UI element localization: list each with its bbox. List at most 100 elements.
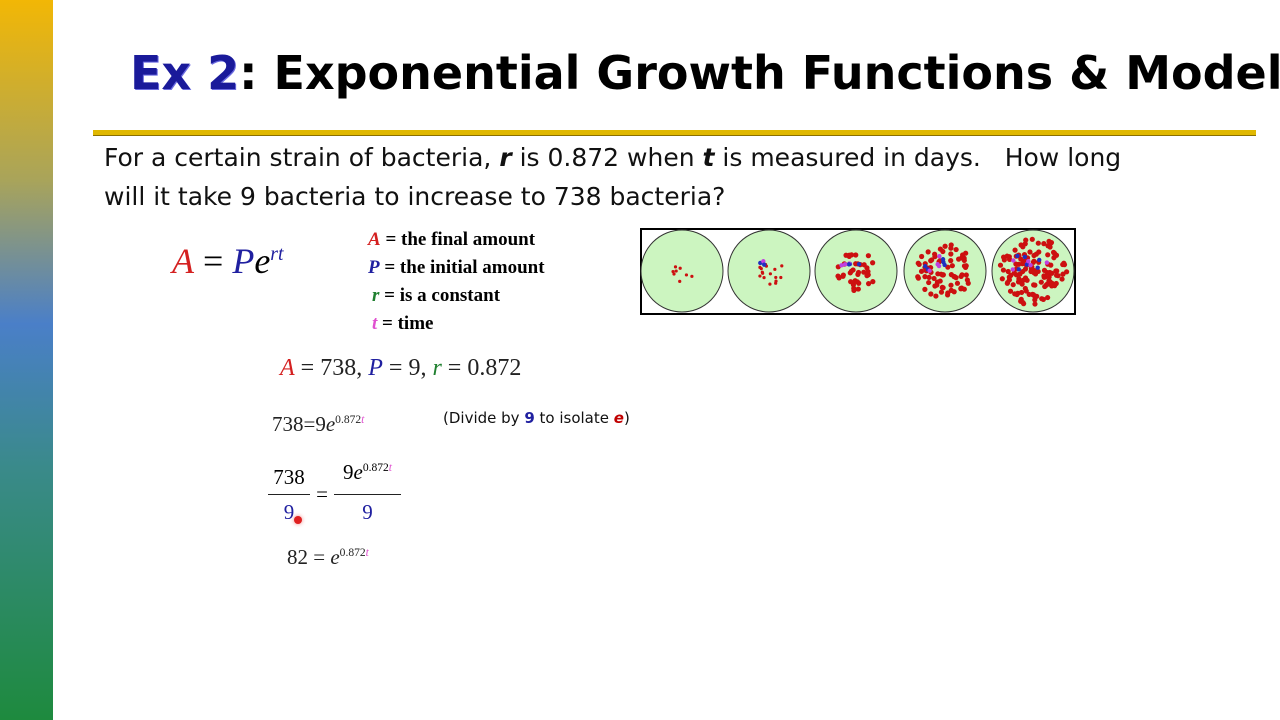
bacterium-alt (940, 257, 946, 262)
bacterium-alt (1035, 265, 1040, 270)
num: 9, (408, 355, 427, 381)
bacterium (1043, 282, 1049, 288)
cursor (294, 516, 302, 524)
bacterium (1046, 274, 1052, 280)
bacterium (963, 250, 969, 256)
bacterium (938, 289, 945, 295)
note: (Divide by 9 to isolate e) (443, 409, 630, 427)
bacterium (1055, 273, 1061, 279)
bacterium-alt (922, 264, 928, 269)
bacterium (1061, 262, 1068, 268)
bacterium (1000, 267, 1007, 273)
bacterium (948, 245, 954, 251)
denominator: 9 (283, 500, 295, 524)
sidebar (0, 0, 53, 720)
bacterium (865, 253, 871, 259)
num: 0.872 (339, 547, 366, 559)
bacterium (1008, 272, 1014, 278)
bacterium (945, 290, 951, 296)
bacterium (1001, 257, 1007, 263)
text: is 0.872 when (511, 143, 703, 172)
num: 0.872 (467, 355, 522, 381)
bacterium-alt (1037, 257, 1042, 263)
var: P (368, 257, 380, 278)
variable: t (702, 143, 715, 172)
bacterium (1023, 237, 1029, 243)
var: e (330, 545, 340, 569)
var: e (325, 412, 336, 436)
bacterium (1030, 292, 1036, 298)
var: A (368, 229, 381, 250)
bacterium (854, 279, 860, 285)
bacterium (915, 274, 921, 280)
title-label: Ex 2 (130, 46, 240, 100)
bacterium-alt (1022, 254, 1027, 260)
bacterium (919, 253, 925, 260)
bacterium (925, 249, 931, 255)
bacterium (1020, 268, 1026, 275)
bacterium (1040, 296, 1046, 302)
var: t (365, 547, 369, 559)
bacterium (774, 279, 778, 283)
bacterium-alt (1016, 267, 1021, 272)
formula: A = Pert (172, 240, 284, 282)
bacterium (915, 260, 921, 266)
bacterium (870, 260, 876, 266)
bacterium (1045, 252, 1051, 258)
bacterium (964, 277, 970, 283)
bacterium (760, 270, 764, 274)
bacterium (918, 268, 925, 274)
bacterium (835, 273, 841, 279)
bacterium (1005, 268, 1011, 275)
var: P (368, 355, 383, 381)
desc: = time (382, 313, 434, 334)
dish (640, 229, 724, 313)
bacterium (1059, 276, 1065, 282)
bacterium (773, 267, 777, 271)
bacterium-alt (846, 262, 852, 267)
dish (814, 229, 898, 313)
bacterium (1007, 288, 1014, 294)
op: = (203, 241, 224, 281)
bacterium (1048, 262, 1054, 268)
bacterium-alt (1015, 253, 1020, 259)
bacterium (851, 287, 857, 294)
bacterium (932, 254, 938, 260)
bacterium (672, 272, 676, 276)
bacterium (963, 263, 969, 269)
bacterium (1022, 285, 1028, 292)
bacterium (758, 274, 762, 278)
bacterium (1013, 261, 1019, 267)
bacterium (870, 279, 876, 285)
bacterium (1036, 249, 1042, 255)
bacterium (674, 269, 678, 273)
bacterium (678, 266, 682, 270)
givens: A = 738, P = 9, r = 0.872 (280, 355, 521, 382)
num: 738 (272, 412, 304, 436)
dish (727, 229, 811, 313)
step: 738=9e0.872t (272, 412, 364, 437)
bacterium (948, 251, 954, 257)
bacterium (940, 248, 946, 255)
bacterium-alt (1028, 263, 1033, 268)
bacterium (951, 273, 957, 280)
var: e (353, 460, 363, 484)
bacterium-alt (1011, 258, 1016, 263)
bacterium (1048, 240, 1054, 246)
bacterium (1018, 298, 1024, 304)
var: A (172, 241, 194, 281)
bacterium (840, 272, 846, 278)
bacterium (848, 268, 855, 274)
var: t (372, 313, 378, 334)
bacterium-alt (856, 262, 862, 267)
bacterium (1013, 272, 1019, 278)
bacterium-alt (936, 263, 942, 269)
text: will it take 9 bacteria to increase to 7… (104, 182, 726, 211)
bacterium (1004, 280, 1010, 286)
bacterium-alt (927, 268, 932, 273)
bacterium (953, 246, 959, 253)
var: r (432, 355, 442, 381)
dish (903, 229, 987, 313)
bacterium (948, 282, 954, 288)
